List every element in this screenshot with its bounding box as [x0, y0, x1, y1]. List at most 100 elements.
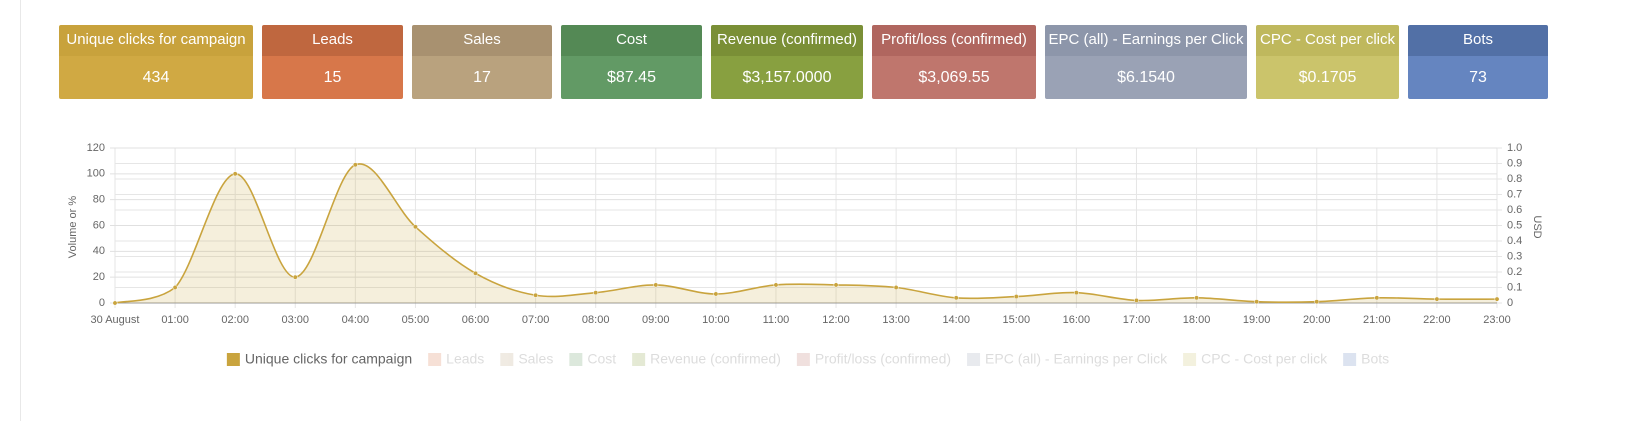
point: [1494, 296, 1500, 302]
point: [1013, 294, 1019, 299]
legend-item[interactable]: Leads: [428, 351, 484, 367]
stat-card: Unique clicks for campaign 434: [59, 25, 253, 99]
legend-swatch: [569, 353, 583, 366]
point: [292, 274, 298, 280]
point: [1134, 297, 1139, 303]
legend: Unique clicks for campaign Leads Sales Cost…: [226, 351, 1389, 367]
point: [953, 295, 959, 301]
card-title: CPC - Cost per click: [1256, 25, 1399, 56]
card-value: $6.1540: [1045, 56, 1247, 99]
x-tick-label: 12:00: [822, 314, 850, 326]
legend-label: Leads: [446, 351, 484, 367]
point: [412, 224, 418, 230]
point: [1374, 295, 1380, 301]
legend-item[interactable]: Bots: [1343, 351, 1389, 367]
y2-tick-label: 0.7: [1507, 188, 1522, 200]
legend-swatch: [632, 353, 646, 366]
legend-swatch: [1343, 353, 1357, 366]
card-value: 73: [1408, 56, 1548, 99]
legend-item[interactable]: Revenue (confirmed): [632, 351, 781, 367]
point: [593, 290, 599, 296]
legend-label: Unique clicks for campaign: [245, 351, 412, 367]
stat-card: CPC - Cost per click $0.1705: [1256, 25, 1399, 99]
y2-tick-label: 0.1: [1507, 281, 1522, 293]
legend-swatch: [226, 353, 240, 366]
y-tick-label: 60: [93, 219, 105, 231]
point: [773, 282, 779, 288]
x-tick-label: 23:00: [1483, 314, 1511, 326]
point: [653, 282, 659, 288]
x-tick-label: 14:00: [942, 314, 970, 326]
point: [232, 171, 238, 177]
legend-item[interactable]: CPC - Cost per click: [1183, 351, 1328, 367]
sidebar-edge: [20, 0, 21, 421]
legend-swatch: [967, 353, 981, 366]
y-tick-label: 80: [93, 194, 105, 206]
y-tick-label: 20: [93, 271, 105, 283]
x-tick-label: 19:00: [1243, 314, 1271, 326]
point: [1434, 296, 1440, 302]
y2-tick-label: 0.3: [1507, 250, 1522, 262]
legend-swatch: [500, 353, 514, 366]
x-tick-label: 22:00: [1423, 314, 1451, 326]
legend-item[interactable]: Sales: [500, 351, 553, 367]
card-title: Bots: [1408, 25, 1548, 56]
y-tick-label: 120: [87, 142, 105, 154]
x-tick-label: 09:00: [642, 314, 670, 326]
y2-tick-label: 0.8: [1507, 173, 1522, 185]
legend-item[interactable]: Unique clicks for campaign: [226, 351, 412, 367]
x-tick-label: 07:00: [522, 314, 550, 326]
x-tick-label: 04:00: [342, 314, 370, 326]
card-title: Cost: [561, 25, 702, 56]
point: [352, 162, 358, 168]
y-axis-label: Volume or %: [67, 196, 79, 259]
card-value: $3,069.55: [872, 56, 1036, 99]
stat-card: Profit/loss (confirmed) $3,069.55: [872, 25, 1036, 99]
x-tick-label: 13:00: [882, 314, 910, 326]
point: [112, 300, 118, 306]
point: [833, 282, 839, 288]
x-tick-label: 02:00: [221, 314, 249, 326]
card-value: $87.45: [561, 56, 702, 99]
legend-item[interactable]: EPC (all) - Earnings per Click: [967, 351, 1168, 367]
x-tick-label: 08:00: [582, 314, 610, 326]
stat-card: EPC (all) - Earnings per Click $6.1540: [1045, 25, 1247, 99]
y-tick-label: 40: [93, 245, 105, 257]
y2-tick-label: 0.5: [1507, 219, 1522, 231]
legend-label: Sales: [518, 351, 553, 367]
stat-card: Revenue (confirmed) $3,157.0000: [711, 25, 863, 99]
y2-tick-label: 0.6: [1507, 204, 1522, 216]
legend-item[interactable]: Profit/loss (confirmed): [796, 351, 951, 367]
y2-tick-label: 0: [1507, 297, 1513, 309]
x-tick-label: 20:00: [1303, 314, 1331, 326]
x-tick-label: 06:00: [462, 314, 490, 326]
x-tick-label: 18:00: [1183, 314, 1211, 326]
legend-label: Revenue (confirmed): [650, 351, 781, 367]
legend-item[interactable]: Cost: [569, 351, 616, 367]
y-tick-label: 0: [99, 297, 105, 309]
y-tick-label: 100: [87, 168, 105, 180]
chart: Volume or % USD 0 20 40 60 80 100 120 0 0.1 0.2 0.…: [67, 142, 1543, 367]
card-title: EPC (all) - Earnings per Click: [1045, 25, 1247, 56]
y2-tick-label: 1.0: [1507, 142, 1522, 154]
card-value: 434: [59, 56, 253, 99]
x-tick-label: 30 August: [91, 314, 140, 326]
point: [1314, 299, 1320, 305]
legend-label: Cost: [587, 351, 616, 367]
point: [533, 292, 539, 298]
legend-swatch: [796, 353, 810, 366]
card-value: $0.1705: [1256, 56, 1399, 99]
point: [1254, 299, 1260, 305]
point: [713, 291, 719, 297]
x-tick-label: 05:00: [402, 314, 430, 326]
x-tick-label: 01:00: [161, 314, 189, 326]
card-title: Unique clicks for campaign: [59, 25, 253, 56]
card-title: Revenue (confirmed): [711, 25, 863, 56]
card-title: Sales: [412, 25, 552, 56]
legend-swatch: [428, 353, 442, 366]
stat-card: Cost $87.45: [561, 25, 702, 99]
stat-card: Sales 17: [412, 25, 552, 99]
card-title: Leads: [262, 25, 403, 56]
y2-axis-label: USD: [1531, 215, 1543, 238]
point: [473, 270, 478, 276]
